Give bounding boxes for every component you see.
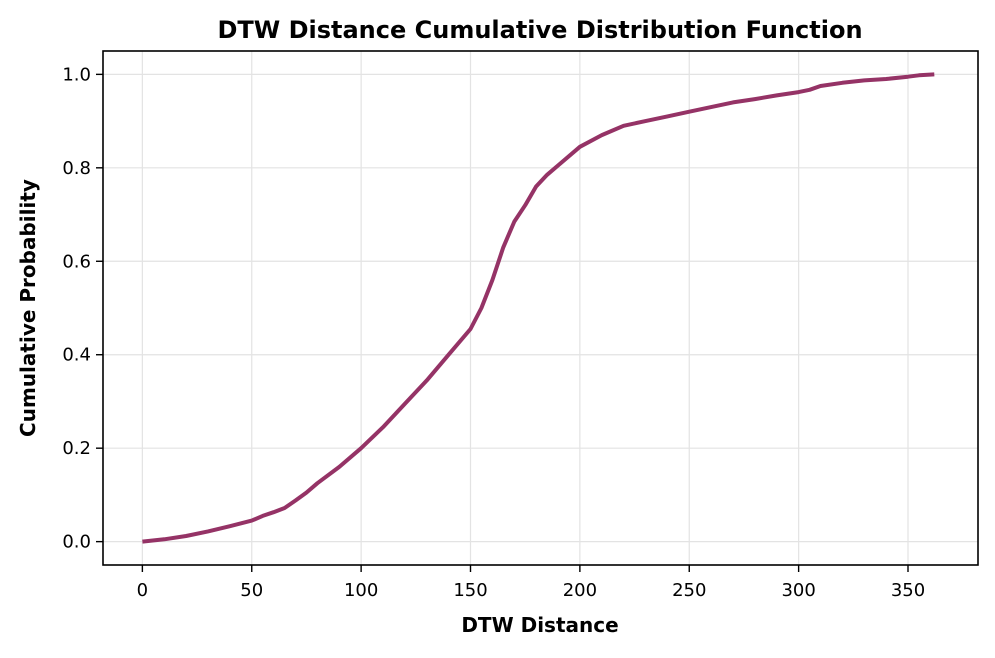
- x-tick-label: 300: [781, 580, 815, 601]
- y-axis-label: Cumulative Probability: [16, 179, 40, 437]
- y-tick-label: 0.4: [62, 345, 91, 366]
- x-tick-label: 250: [672, 580, 706, 601]
- grid-lines: [103, 51, 978, 565]
- series-group: [142, 72, 935, 544]
- y-axis-ticks: 0.0 0.2 0.4 0.6 0.8 1.0: [62, 64, 103, 553]
- y-tick-label: 1.0: [62, 64, 91, 85]
- x-tick-label: 200: [563, 580, 597, 601]
- y-tick-label: 0.8: [62, 158, 91, 179]
- cdf-series-line: [142, 72, 935, 544]
- x-tick-label: 0: [137, 580, 148, 601]
- x-tick-label: 150: [453, 580, 487, 601]
- plot-frame: [102, 50, 979, 566]
- x-tick-label: 350: [891, 580, 925, 601]
- chart-title: DTW Distance Cumulative Distribution Fun…: [217, 16, 862, 44]
- y-tick-label: 0.6: [62, 251, 91, 272]
- x-tick-label: 100: [344, 580, 378, 601]
- x-tick-label: 50: [240, 580, 263, 601]
- x-axis-ticks: 0 50 100 150 200 250 300 350: [137, 565, 925, 601]
- x-axis-label: DTW Distance: [461, 613, 618, 637]
- y-tick-label: 0.2: [62, 438, 91, 459]
- y-tick-label: 0.0: [62, 532, 91, 553]
